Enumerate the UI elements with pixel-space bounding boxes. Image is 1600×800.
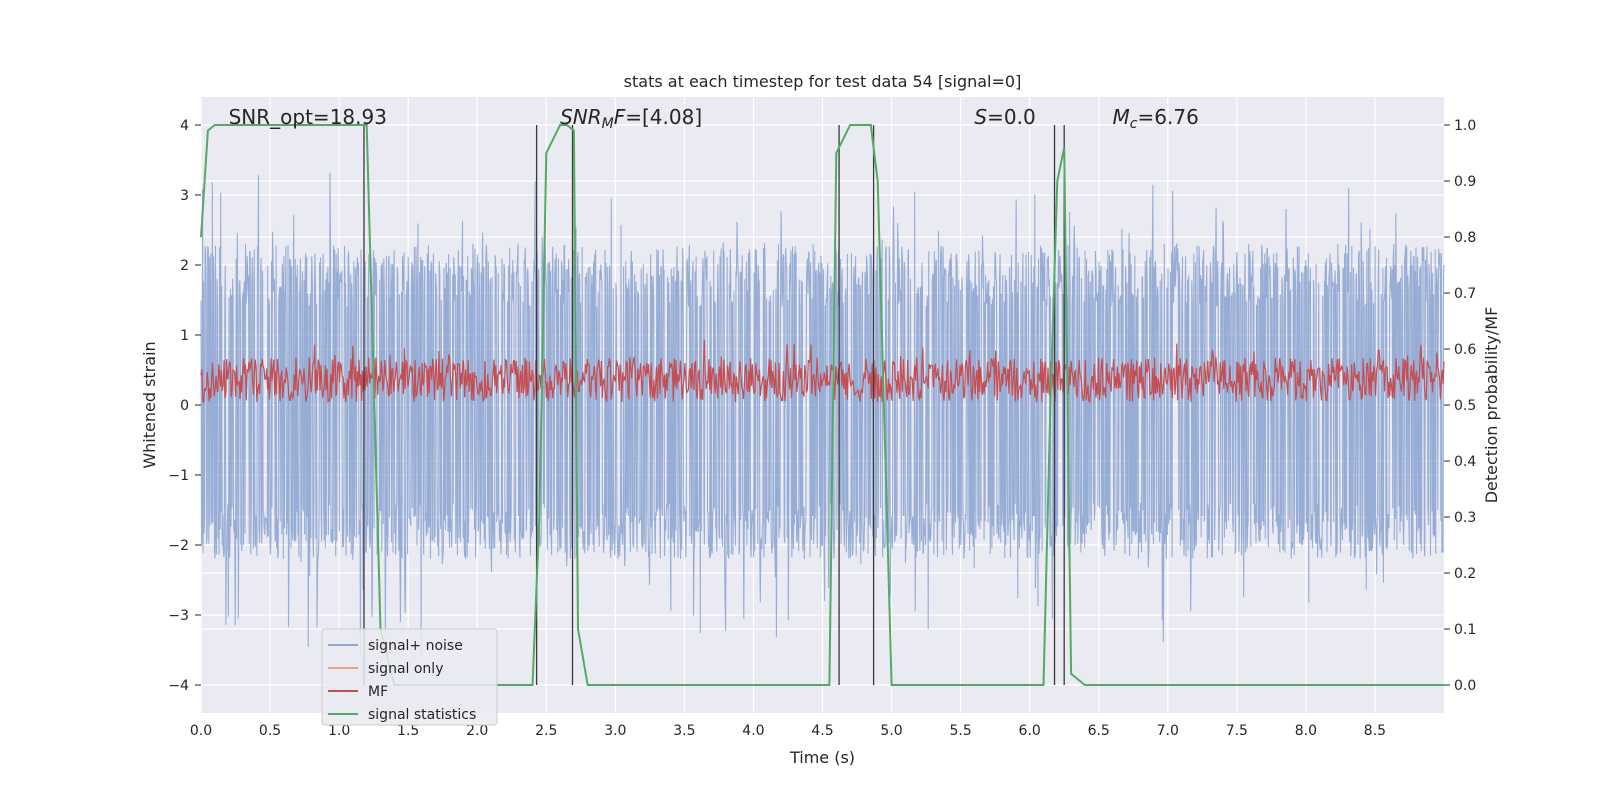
x-tick-label: 2.0 — [466, 723, 488, 739]
x-tick-label: 3.0 — [604, 723, 626, 739]
series-signal-noise — [200, 172, 1445, 657]
x-tick-label: 4.5 — [811, 723, 833, 739]
legend-label: MF — [368, 684, 388, 700]
y-right-tick-label: 1.0 — [1454, 118, 1476, 134]
y-tick-label: 0 — [180, 398, 189, 414]
y-right-tick-label: 0.6 — [1454, 342, 1476, 358]
x-tick-label: 8.5 — [1364, 723, 1386, 739]
y-tick-label: −4 — [168, 678, 189, 694]
x-tick-label: 6.5 — [1088, 723, 1110, 739]
y-tick-label: 4 — [180, 118, 189, 134]
annotation-snr-opt: SNR_opt=18.93 — [229, 105, 387, 129]
y-tick-label: −2 — [168, 538, 189, 554]
x-tick-label: 3.5 — [673, 723, 695, 739]
series-signal-statistics — [200, 124, 1444, 686]
x-tick-label: 7.0 — [1157, 723, 1179, 739]
x-tick-label: 1.5 — [397, 723, 419, 739]
chart-title: stats at each timestep for test data 54 … — [624, 72, 1022, 91]
y-tick-label: −3 — [168, 608, 189, 624]
y-right-tick-label: 0.5 — [1454, 398, 1476, 414]
y-right-tick-label: 0.3 — [1454, 510, 1476, 526]
x-tick-label: 2.5 — [535, 723, 557, 739]
x-tick-label: 7.5 — [1226, 723, 1248, 739]
x-tick-label: 8.0 — [1295, 723, 1317, 739]
legend-box — [321, 628, 498, 726]
x-tick-label: 4.0 — [742, 723, 764, 739]
signal-noise-line — [200, 172, 1445, 657]
series-mf — [200, 339, 1445, 404]
x-tick-label: 6.0 — [1019, 723, 1041, 739]
y-right-tick-label: 0.8 — [1454, 230, 1476, 246]
ticks: 0.0 0.5 1.0 1.5 2.0 2.5 3.0 3.5 4.0 4.5 5.0 5.5 6.0 6… — [168, 118, 1476, 739]
x-tick-label: 1.0 — [328, 723, 350, 739]
x-tick-label: 5.0 — [880, 723, 902, 739]
x-tick-label: 0.5 — [259, 723, 281, 739]
legend-label: signal only — [368, 661, 443, 677]
y-right-tick-label: 0.1 — [1454, 622, 1476, 638]
legend-label: signal statistics — [368, 707, 476, 723]
y-tick-label: 1 — [180, 328, 189, 344]
annotation-snr-mf: SNRMF=[4.08] — [560, 105, 702, 132]
y-tick-label: −1 — [168, 468, 189, 484]
legend-label: signal+ noise — [368, 638, 463, 654]
y-right-axis-title: Detection probability/MF — [1482, 307, 1501, 504]
annotation-s: S=0.0 — [974, 105, 1035, 129]
y-right-tick-label: 0.7 — [1454, 286, 1476, 302]
y-tick-label: 3 — [180, 188, 189, 204]
signal-statistics-line — [200, 124, 1444, 686]
legend: signal+ noise signal only MF signal statist… — [321, 628, 498, 726]
y-right-tick-label: 0.0 — [1454, 678, 1476, 694]
x-tick-label: 5.5 — [949, 723, 971, 739]
annotation-mc: Mc=6.76 — [1113, 105, 1199, 132]
y-right-tick-label: 0.2 — [1454, 566, 1476, 582]
y-right-tick-label: 0.4 — [1454, 454, 1476, 470]
mf-line — [200, 339, 1445, 404]
x-axis-title: Time (s) — [789, 748, 855, 767]
x-tick-label: 0.0 — [190, 723, 212, 739]
annotations: SNR_opt=18.93 SNRMF=[4.08] S=0.0 Mc=6.76 — [229, 105, 1199, 132]
y-tick-label: 2 — [180, 258, 189, 274]
y-right-tick-label: 0.9 — [1454, 174, 1476, 190]
y-axis-title: Whitened strain — [140, 341, 159, 468]
